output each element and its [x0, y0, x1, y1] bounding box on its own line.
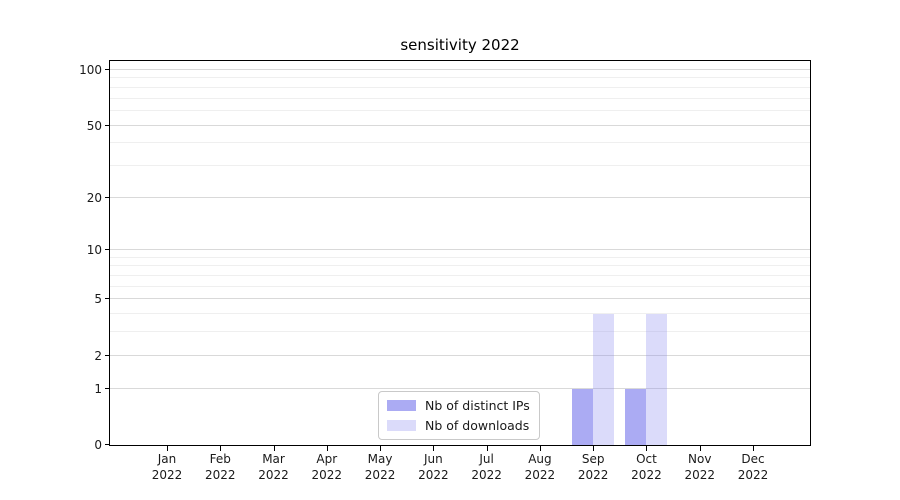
x-tick-label-Jul: Jul 2022	[471, 452, 502, 482]
x-tick-mark-Apr	[326, 446, 328, 451]
x-tick-mark-Dec	[753, 446, 754, 451]
major-gridline-20	[110, 196, 810, 198]
major-gridline-50	[110, 124, 810, 126]
x-tick-mark-Aug	[539, 446, 541, 451]
chart-title: sensitivity 2022	[400, 36, 520, 54]
y-tick-mark-1	[105, 387, 110, 389]
major-gridline-2	[110, 354, 810, 356]
minor-gridline-60	[110, 109, 810, 111]
y-tick-label-100: 100	[79, 63, 102, 77]
x-tick-label-Jun: Jun 2022	[418, 452, 449, 482]
plot-area: 0 1 2 5 10 20 50 100 Jan 2022 Feb 2022 Mar 2022 Apr 202…	[79, 60, 811, 482]
x-tick-label-Oct: Oct 2022	[631, 452, 662, 482]
x-tick-mark-Sep	[593, 446, 595, 451]
legend-item-downloads: Nb of downloads	[387, 418, 530, 433]
minor-gridline-3	[110, 331, 810, 333]
y-tick-label-0: 0	[94, 438, 102, 452]
y-tick-label-50: 50	[86, 118, 102, 133]
bar-distinct-ips-Oct	[625, 388, 647, 445]
y-tick-mark-50	[105, 124, 110, 126]
bar-downloads-Sep	[593, 314, 615, 445]
y-tick-mark-100	[105, 69, 110, 70]
major-gridline-1	[110, 387, 810, 389]
x-tick-mark-Nov	[699, 446, 701, 451]
minor-gridline-40	[110, 142, 810, 144]
y-tick-label-5: 5	[94, 292, 102, 307]
x-tick-mark-Jan	[167, 446, 168, 451]
x-tick-label-Feb: Feb 2022	[204, 452, 236, 482]
y-tick-label-1: 1	[94, 381, 102, 396]
legend-swatch-downloads	[387, 420, 416, 431]
x-tick-mark-Jul	[486, 446, 488, 451]
major-gridline-5	[110, 298, 810, 300]
minor-gridline-80	[110, 86, 810, 88]
minor-gridline-8	[110, 265, 810, 267]
minor-gridline-90	[110, 77, 810, 79]
x-tick-mark-Oct	[646, 446, 648, 451]
minor-gridline-9	[110, 256, 810, 258]
major-gridline-100	[110, 69, 810, 70]
bar-downloads-Oct	[646, 314, 668, 445]
legend-swatch-distinct-ips	[387, 400, 416, 411]
y-tick-mark-20	[105, 196, 110, 198]
legend-item-distinct-ips: Nb of distinct IPs	[387, 398, 530, 413]
y-tick-mark-0	[105, 444, 110, 445]
x-tick-label-Dec: Dec 2022	[737, 452, 769, 482]
x-tick-mark-Mar	[273, 446, 275, 451]
bar-distinct-ips-Sep	[572, 388, 594, 445]
y-tick-label-10: 10	[86, 243, 102, 258]
legend: Nb of distinct IPs Nb of downloads	[378, 391, 540, 440]
y-tick-label-2: 2	[94, 348, 102, 363]
minor-gridline-6	[110, 285, 810, 287]
y-tick-mark-2	[105, 354, 110, 356]
minor-gridline-7	[110, 275, 810, 277]
y-tick-mark-10	[105, 249, 110, 251]
minor-gridline-4	[110, 313, 810, 315]
legend-label-downloads: Nb of downloads	[425, 418, 530, 433]
minor-gridline-70	[110, 97, 810, 99]
legend-label-distinct-ips: Nb of distinct IPs	[425, 398, 530, 413]
minor-gridline-30	[110, 164, 810, 166]
y-tick-label-20: 20	[86, 190, 102, 205]
x-tick-label-Mar: Mar 2022	[258, 452, 289, 482]
y-tick-mark-5	[105, 298, 110, 300]
x-tick-mark-May	[380, 446, 382, 451]
x-tick-label-May: May 2022	[364, 452, 396, 482]
major-gridline-10	[110, 249, 810, 251]
x-tick-label-Apr: Apr 2022	[311, 452, 343, 482]
x-tick-label-Nov: Nov 2022	[684, 452, 715, 482]
x-tick-label-Jan: Jan 2022	[151, 452, 183, 482]
x-tick-label-Sep: Sep 2022	[577, 452, 609, 482]
x-tick-label-Aug: Aug 2022	[524, 452, 556, 482]
x-tick-mark-Jun	[433, 446, 435, 451]
x-tick-mark-Feb	[220, 446, 222, 451]
